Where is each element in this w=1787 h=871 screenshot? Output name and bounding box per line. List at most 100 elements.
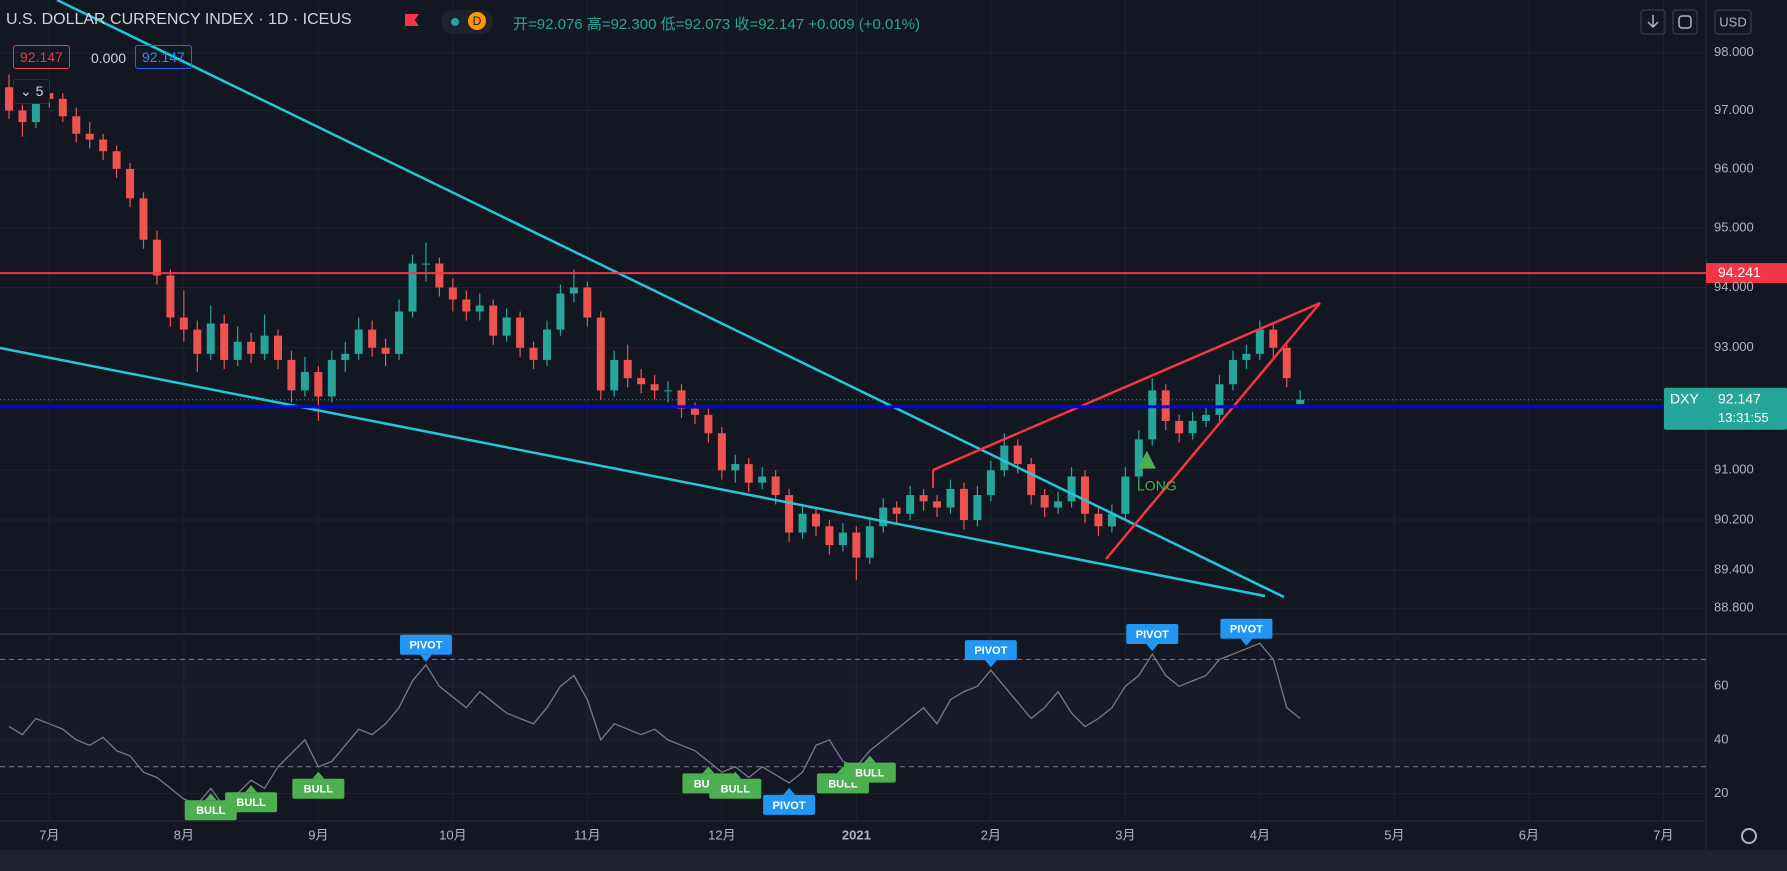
candle-body	[1054, 501, 1063, 508]
signal-pointer	[783, 787, 796, 795]
candle-body	[18, 110, 27, 123]
candle-body	[933, 501, 942, 508]
candle-body	[664, 390, 673, 392]
candle-body	[260, 335, 269, 354]
signal-text: BULL	[236, 797, 266, 809]
candle-body	[785, 495, 794, 533]
candle-body	[139, 198, 148, 240]
y-tick-label: 89.400	[1714, 562, 1754, 577]
signal-text: BULL	[855, 768, 885, 780]
y-tick-label: 93.000	[1714, 339, 1754, 354]
change: +0.009 (+0.01%)	[808, 16, 920, 33]
candle-body	[556, 293, 565, 330]
candle-body	[583, 287, 592, 318]
signal-text: PIVOT	[974, 645, 1007, 657]
candle-body	[462, 299, 471, 312]
candle-body	[1175, 420, 1184, 434]
candle-body	[543, 329, 551, 360]
candle-body	[892, 507, 901, 514]
candle-body	[274, 335, 282, 360]
candle-body	[435, 263, 444, 288]
settings-icon[interactable]	[1741, 828, 1757, 844]
candle-body	[341, 353, 350, 360]
candle-body	[1081, 476, 1089, 514]
signal: PIVOT	[1126, 624, 1179, 652]
candle-body	[31, 93, 40, 123]
signal-pointer	[984, 660, 997, 668]
signal: PIVOT	[964, 640, 1017, 668]
rsi-layer	[0, 642, 1706, 809]
x-tick-label: 10月	[439, 827, 466, 842]
button[interactable]	[1672, 9, 1698, 35]
candle-body	[1282, 347, 1291, 379]
x-tick-label: 6月	[1519, 827, 1539, 842]
candle-body	[973, 495, 982, 521]
candle-body	[327, 359, 336, 397]
candle-body	[650, 384, 659, 391]
y-tick-label: 91.000	[1714, 462, 1754, 477]
x-tick-label: 9月	[308, 827, 328, 842]
signal-pointer	[312, 771, 325, 779]
x-tick-label: 5月	[1384, 827, 1404, 842]
symbol-label: DXY	[1670, 390, 1699, 406]
indicator-count: 5	[35, 83, 44, 99]
candle-body	[233, 341, 242, 360]
wedge-line	[932, 301, 1321, 472]
candle-body	[798, 513, 807, 533]
symbol-title[interactable]: U.S. DOLLAR CURRENCY INDEX · 1D · ICEUS	[6, 11, 352, 28]
indicator-value: 92.147	[135, 45, 192, 69]
delay-badge: D	[468, 12, 486, 30]
candle-body	[744, 464, 753, 483]
status-badge: D	[441, 10, 493, 34]
candle-body	[690, 408, 699, 415]
y-tick-label: 97.000	[1714, 102, 1754, 117]
signal-box	[292, 778, 345, 799]
signal: PIVOT	[399, 634, 452, 662]
signal-box	[763, 794, 816, 815]
signal-text: PIVOT	[773, 800, 806, 812]
last-price-box	[1664, 387, 1787, 430]
candle-body	[5, 87, 13, 111]
candle-body	[395, 311, 404, 354]
indicators-toggle[interactable]: ⌄ 5	[13, 79, 51, 104]
candle-body	[1242, 353, 1251, 360]
flag-icon[interactable]	[405, 14, 419, 26]
signal: BULL	[184, 793, 237, 821]
candle-body	[448, 287, 457, 300]
x-tick-label: 11月	[574, 827, 601, 842]
candle-body	[758, 476, 767, 483]
button[interactable]	[1640, 9, 1666, 35]
candle-body	[529, 347, 538, 360]
candle-body	[368, 329, 377, 348]
candle-body	[1107, 513, 1116, 527]
candle-body	[1188, 420, 1197, 434]
x-tick-label: 7月	[1653, 827, 1673, 842]
candle-body	[502, 317, 511, 336]
price-label: 94.241	[1718, 264, 1761, 280]
signal-pointer	[1240, 638, 1253, 646]
signal-text: PIVOT	[1136, 629, 1169, 641]
candle-body	[220, 323, 229, 360]
currency-button[interactable]	[1714, 9, 1752, 35]
candle-body	[475, 305, 484, 312]
signal-box	[843, 762, 896, 783]
candle-body	[421, 263, 430, 265]
candle-body	[637, 378, 646, 385]
indicator-value: 92.147	[13, 45, 70, 69]
y-tick-label: 96.000	[1714, 160, 1754, 175]
candle-body	[717, 433, 726, 471]
bottom-bar	[0, 850, 1787, 871]
signal-pointer	[863, 755, 876, 763]
signal-box	[1126, 624, 1179, 645]
candle-body	[489, 305, 498, 336]
signal-text: PIVOT	[1230, 624, 1263, 636]
y2-tick-label: 40	[1714, 731, 1728, 746]
candle-body	[1121, 476, 1130, 514]
signal-text: BULL	[304, 784, 334, 796]
y-tick-label: 95.000	[1714, 219, 1754, 234]
signal-pointer	[702, 766, 715, 774]
candle-body	[1255, 329, 1264, 354]
indicator-value: 0.000	[91, 50, 127, 66]
